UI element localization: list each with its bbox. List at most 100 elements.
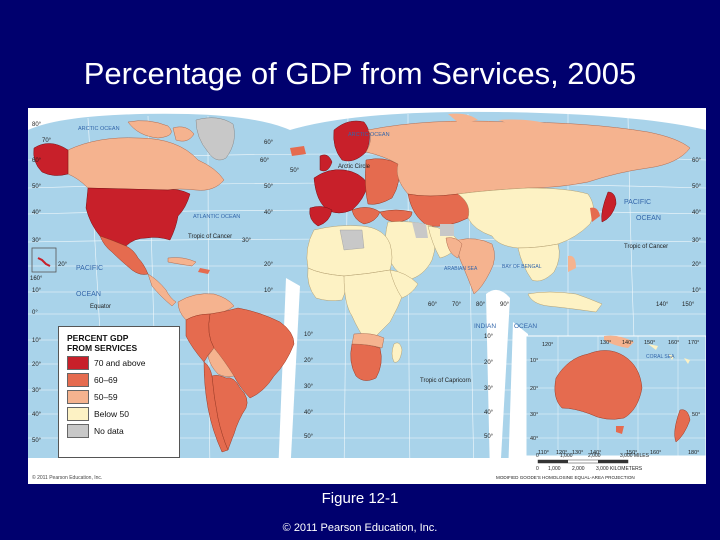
tropic-cancer-right-label: Tropic of Cancer xyxy=(624,244,668,250)
map-svg: ARCTIC OCEAN ARCTIC OCEAN ATLANTIC OCEAN… xyxy=(28,111,706,484)
svg-text:10°: 10° xyxy=(32,288,42,294)
copyright-footer: © 2011 Pearson Education, Inc. xyxy=(282,522,438,534)
ocean-label-arctic-center: ARCTIC OCEAN xyxy=(348,132,390,138)
svg-text:3,000 KILOMETERS: 3,000 KILOMETERS xyxy=(596,466,643,472)
svg-text:90°: 90° xyxy=(500,302,510,308)
arctic-circle-label: Arctic Circle xyxy=(338,164,371,170)
svg-text:20°: 20° xyxy=(58,262,68,268)
greenland xyxy=(195,117,235,161)
iberia xyxy=(309,206,333,227)
figure-caption: Figure 12-1 xyxy=(321,490,399,507)
svg-text:10°: 10° xyxy=(692,288,702,294)
legend-item: Below 50 xyxy=(67,407,171,421)
new-guinea xyxy=(604,335,634,348)
ocean-label-indian-2: OCEAN xyxy=(514,323,537,330)
russia xyxy=(365,120,691,197)
legend-label: Below 50 xyxy=(94,409,129,419)
svg-text:150°: 150° xyxy=(644,340,655,346)
svg-text:80°: 80° xyxy=(32,122,42,128)
afghanistan xyxy=(440,224,454,236)
ocean-label-arabian-sea: ARABIAN SEA xyxy=(444,266,478,272)
svg-text:20°: 20° xyxy=(32,362,42,368)
svg-text:50°: 50° xyxy=(32,184,42,190)
svg-text:1,000: 1,000 xyxy=(560,453,573,459)
svg-text:130°: 130° xyxy=(572,450,583,456)
east-africa-horn xyxy=(389,269,419,299)
svg-text:60°: 60° xyxy=(260,158,270,164)
japan xyxy=(601,191,617,223)
korea xyxy=(590,207,600,222)
legend-swatch xyxy=(67,407,89,421)
alaska xyxy=(33,143,69,176)
ocean-label-pacific-right: PACIFIC xyxy=(624,199,651,206)
svg-text:30°: 30° xyxy=(484,386,494,392)
legend-item: 70 and above xyxy=(67,356,171,370)
svg-text:0°: 0° xyxy=(32,310,38,316)
oceania-lat-labels: 10° 20° 30° 40° 50° xyxy=(530,358,700,442)
scale-bar: 0 1,000 2,000 3,000 MILES 0 1,000 2,000 … xyxy=(536,453,650,472)
svg-text:60°: 60° xyxy=(264,140,274,146)
central-america xyxy=(147,273,177,307)
west-africa xyxy=(307,267,346,301)
southern-africa xyxy=(350,343,382,381)
svg-text:30°: 30° xyxy=(32,238,42,244)
iraq xyxy=(412,222,428,238)
tasmania xyxy=(616,426,624,434)
map-copyright: © 2011 Pearson Education, Inc. xyxy=(32,474,102,481)
svg-text:120°: 120° xyxy=(542,342,553,348)
ocean-label-pacific-left: PACIFIC xyxy=(76,265,103,272)
svg-text:0: 0 xyxy=(536,453,539,459)
svg-text:40°: 40° xyxy=(692,210,702,216)
india xyxy=(457,238,495,295)
legend-label: 50–59 xyxy=(94,392,118,402)
legend-title: PERCENT GDP FROM SERVICES xyxy=(67,333,138,353)
lat-labels-mid: 60° 50° 40° 30° 20° 10° xyxy=(242,158,274,294)
lat-labels-left: 80° 60° 50° 40° 30° 20° 10° 0° 10° 20° 3… xyxy=(32,122,68,444)
svg-text:40°: 40° xyxy=(32,210,42,216)
svg-text:50°: 50° xyxy=(32,438,42,444)
ocean-label-indian: INDIAN xyxy=(474,323,496,330)
australia xyxy=(554,350,643,420)
svg-text:30°: 30° xyxy=(32,388,42,394)
svg-text:40°: 40° xyxy=(32,412,42,418)
svg-text:160°: 160° xyxy=(668,340,679,346)
line-labels: Arctic Circle Tropic of Cancer Tropic of… xyxy=(90,164,668,384)
svg-text:180°: 180° xyxy=(688,450,699,456)
philippines xyxy=(568,255,576,272)
svg-text:50°: 50° xyxy=(304,434,314,440)
svg-text:70°: 70° xyxy=(452,302,462,308)
svg-text:50°: 50° xyxy=(692,184,702,190)
legend-label: 60–69 xyxy=(94,375,118,385)
svg-text:2,000: 2,000 xyxy=(572,466,585,472)
projection-label: MODIFIED GOODE'S HOMOLOSINE EQUAL-AREA P… xyxy=(496,475,635,480)
ocean-label-coral-sea: CORAL SEA xyxy=(646,354,675,360)
legend-item: No data xyxy=(67,424,171,438)
turkey xyxy=(379,209,413,223)
svg-text:10°: 10° xyxy=(484,334,494,340)
svg-text:150°: 150° xyxy=(682,302,695,308)
svg-text:40°: 40° xyxy=(264,210,274,216)
svg-text:50°: 50° xyxy=(290,168,300,174)
svg-text:30°: 30° xyxy=(530,412,538,418)
svg-text:170°: 170° xyxy=(688,340,699,346)
svg-text:3,000 MILES: 3,000 MILES xyxy=(620,453,650,459)
bolivia xyxy=(207,347,235,377)
svg-text:140°: 140° xyxy=(590,450,601,456)
svg-text:40°: 40° xyxy=(484,410,494,416)
svg-text:40°: 40° xyxy=(304,410,314,416)
svg-text:120°: 120° xyxy=(556,450,567,456)
svg-text:1,000: 1,000 xyxy=(548,466,561,472)
legend-swatch xyxy=(67,390,89,404)
svg-text:30°: 30° xyxy=(304,384,314,390)
slide-title: Percentage of GDP from Services, 2005 xyxy=(83,56,637,91)
legend-label: 70 and above xyxy=(94,358,146,368)
south-africa-band xyxy=(351,333,385,349)
lat-labels-africa: 10° 20° 30° 40° 50° 10° 20° 30° 40° 50° xyxy=(304,332,494,440)
argentina xyxy=(211,375,248,451)
new-zealand xyxy=(674,409,691,443)
svg-text:50°: 50° xyxy=(264,184,274,190)
pakistan xyxy=(445,237,463,259)
ocean-label-arctic-left: ARCTIC OCEAN xyxy=(78,126,120,132)
ocean-labels: ARCTIC OCEAN ARCTIC OCEAN ATLANTIC OCEAN… xyxy=(76,126,675,360)
eastern-europe xyxy=(365,158,400,205)
